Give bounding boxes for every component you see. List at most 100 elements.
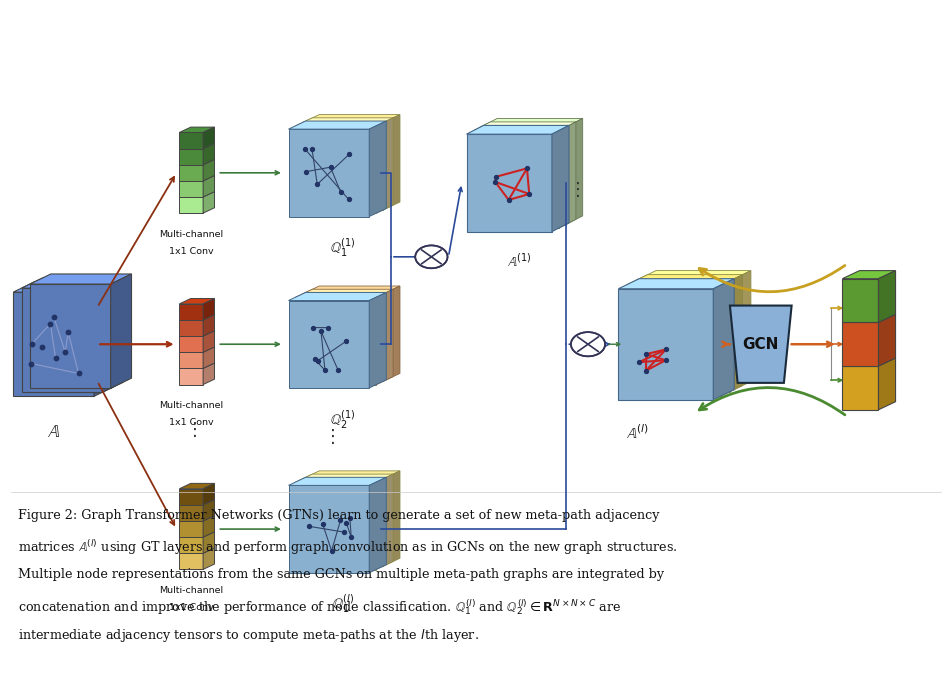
Point xyxy=(302,521,317,532)
Polygon shape xyxy=(295,126,376,213)
Polygon shape xyxy=(302,479,383,566)
Polygon shape xyxy=(203,483,214,505)
Text: $\vdots$: $\vdots$ xyxy=(186,421,197,439)
Polygon shape xyxy=(295,482,376,570)
Polygon shape xyxy=(30,274,131,284)
Text: Figure 2: Graph Transformer Networks (GTNs) learn to generate a set of new meta-: Figure 2: Graph Transformer Networks (GT… xyxy=(18,509,660,522)
Point xyxy=(61,327,76,338)
Text: concatenation and improve the performance of node classification. $\mathbb{Q}_1^: concatenation and improve the performanc… xyxy=(18,597,622,617)
Polygon shape xyxy=(302,294,383,381)
Polygon shape xyxy=(376,289,393,385)
Polygon shape xyxy=(203,548,214,570)
Point xyxy=(522,188,537,199)
Point xyxy=(342,148,357,159)
Polygon shape xyxy=(288,292,387,300)
Polygon shape xyxy=(376,474,393,570)
Point xyxy=(70,368,86,379)
Polygon shape xyxy=(302,286,400,294)
Polygon shape xyxy=(179,500,214,505)
Text: $\mathbb{A}^{(l)}$: $\mathbb{A}^{(l)}$ xyxy=(626,423,648,442)
Point xyxy=(317,364,332,375)
Point xyxy=(638,365,653,376)
Polygon shape xyxy=(203,143,214,165)
Polygon shape xyxy=(22,288,102,392)
Circle shape xyxy=(415,246,447,268)
Point xyxy=(313,326,328,337)
Point xyxy=(659,344,674,355)
Polygon shape xyxy=(203,516,214,537)
Polygon shape xyxy=(179,352,203,369)
Polygon shape xyxy=(179,298,214,304)
Polygon shape xyxy=(295,474,393,482)
Point xyxy=(341,194,356,205)
Polygon shape xyxy=(295,297,376,385)
Point xyxy=(310,355,326,366)
Text: 1x1 Conv: 1x1 Conv xyxy=(169,247,213,256)
Polygon shape xyxy=(179,331,214,336)
Point xyxy=(24,358,39,369)
Polygon shape xyxy=(879,358,896,410)
Polygon shape xyxy=(179,143,214,148)
Polygon shape xyxy=(203,331,214,352)
Polygon shape xyxy=(13,292,94,396)
Polygon shape xyxy=(302,471,400,479)
Point xyxy=(337,526,352,537)
Polygon shape xyxy=(383,115,400,210)
Polygon shape xyxy=(295,118,393,126)
Polygon shape xyxy=(179,192,214,197)
Polygon shape xyxy=(565,118,583,225)
Polygon shape xyxy=(94,282,115,396)
Polygon shape xyxy=(179,336,203,352)
Polygon shape xyxy=(179,347,214,352)
Polygon shape xyxy=(179,197,203,213)
Polygon shape xyxy=(203,532,214,553)
Polygon shape xyxy=(179,159,214,165)
Polygon shape xyxy=(619,279,734,289)
Polygon shape xyxy=(466,134,552,232)
Polygon shape xyxy=(843,279,879,323)
Text: matrices $\mathbb{A}^{(l)}$ using GT layers and perform graph convolution as in : matrices $\mathbb{A}^{(l)}$ using GT lay… xyxy=(18,539,678,558)
Polygon shape xyxy=(288,121,387,129)
Polygon shape xyxy=(203,192,214,213)
Polygon shape xyxy=(843,323,879,366)
Point xyxy=(297,144,312,155)
Point xyxy=(339,518,354,529)
Text: Multi-channel: Multi-channel xyxy=(159,586,224,595)
Polygon shape xyxy=(626,285,722,396)
Polygon shape xyxy=(369,477,387,573)
Polygon shape xyxy=(730,306,792,383)
Text: $\mathbb{A}$: $\mathbb{A}$ xyxy=(48,423,60,441)
Point xyxy=(343,513,358,524)
Point xyxy=(306,322,321,333)
Point xyxy=(344,532,359,543)
Polygon shape xyxy=(843,315,896,323)
Polygon shape xyxy=(30,284,110,388)
Text: 1x1 Conv: 1x1 Conv xyxy=(169,603,213,612)
Text: Multi-channel: Multi-channel xyxy=(159,402,224,410)
Polygon shape xyxy=(179,320,203,336)
Polygon shape xyxy=(383,286,400,381)
Point xyxy=(58,347,73,358)
Point xyxy=(520,163,535,173)
Polygon shape xyxy=(473,122,576,131)
Polygon shape xyxy=(383,471,400,566)
Polygon shape xyxy=(295,289,393,297)
Polygon shape xyxy=(203,363,214,385)
Polygon shape xyxy=(288,300,369,388)
Text: 1x1 Conv: 1x1 Conv xyxy=(169,418,213,427)
Text: $\mathbb{Q}_1^{(l)}$: $\mathbb{Q}_1^{(l)}$ xyxy=(332,593,354,616)
Polygon shape xyxy=(179,132,203,148)
Point xyxy=(487,176,503,187)
Polygon shape xyxy=(376,118,393,213)
Point xyxy=(339,335,354,346)
Polygon shape xyxy=(879,315,896,366)
Polygon shape xyxy=(203,159,214,181)
Point xyxy=(305,143,320,154)
Polygon shape xyxy=(288,129,369,217)
Point xyxy=(324,545,339,556)
Text: GCN: GCN xyxy=(743,337,779,352)
Polygon shape xyxy=(203,315,214,336)
Polygon shape xyxy=(179,537,203,554)
Polygon shape xyxy=(203,127,214,148)
Polygon shape xyxy=(102,278,123,392)
